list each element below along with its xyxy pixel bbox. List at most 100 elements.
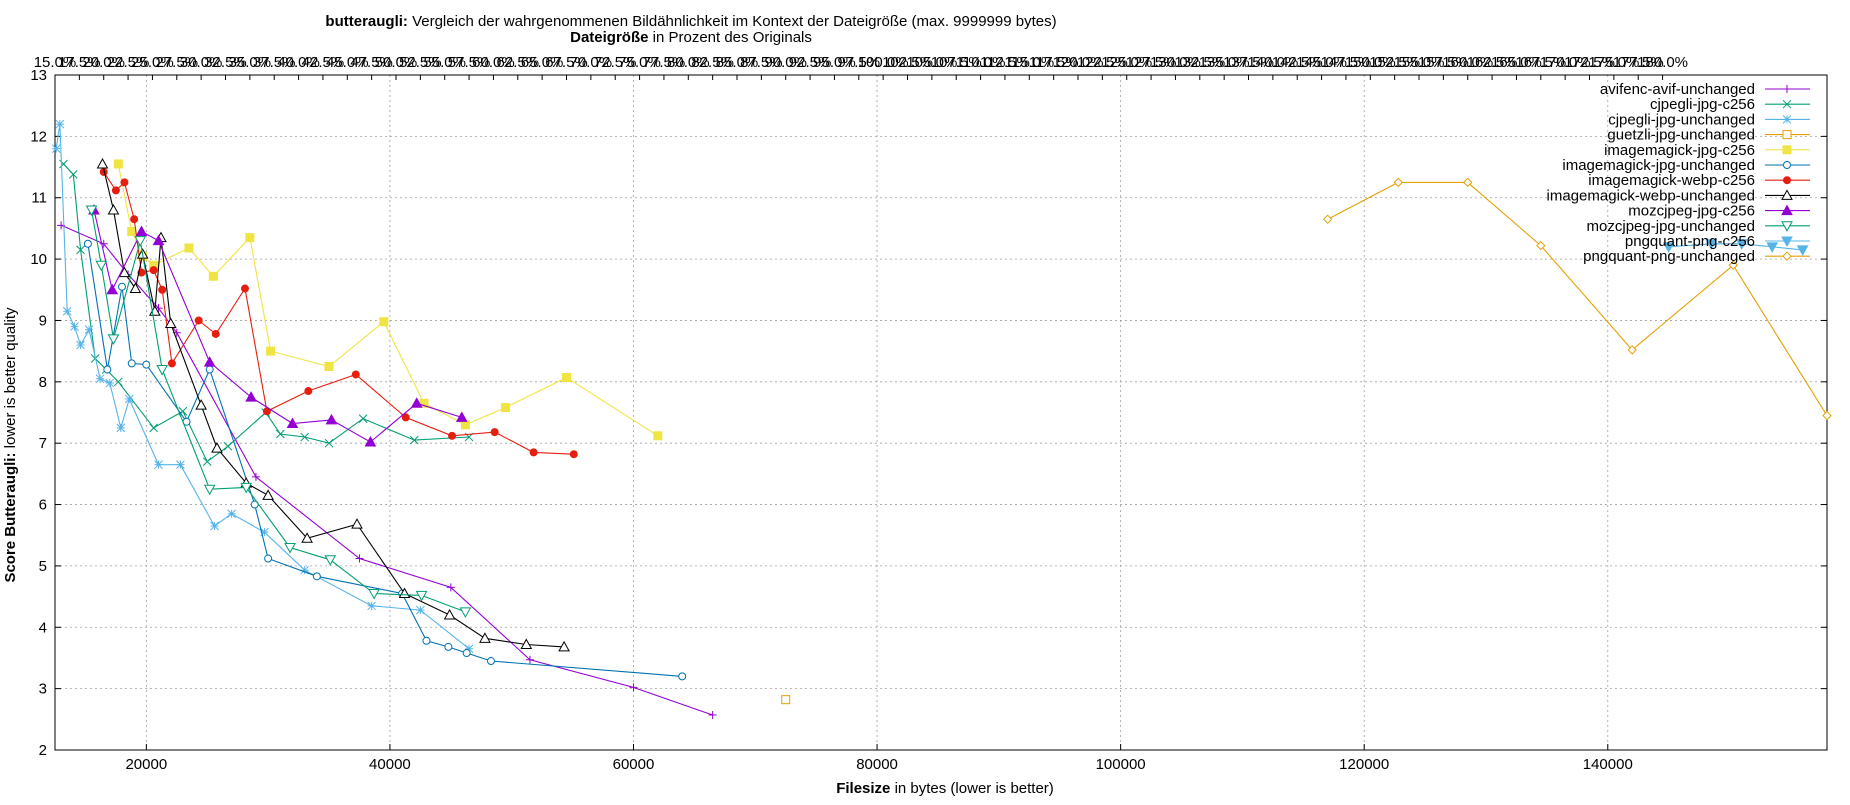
x2-tick-label: 112.5% xyxy=(980,54,1030,71)
y-tick-label: 3 xyxy=(39,681,47,698)
data-point xyxy=(448,431,457,440)
data-point xyxy=(107,334,120,345)
x-tick-label: 140000 xyxy=(1583,756,1633,773)
data-point xyxy=(325,413,338,425)
data-point xyxy=(195,399,207,410)
data-point xyxy=(96,157,109,169)
y-tick-label: 10 xyxy=(30,251,47,268)
data-point xyxy=(205,365,214,374)
data-point xyxy=(355,554,364,563)
data-point xyxy=(525,655,534,664)
data-point xyxy=(462,649,471,658)
data-point xyxy=(459,607,472,618)
data-point xyxy=(300,432,310,442)
x2-tick-label: 100.0% xyxy=(858,54,909,71)
data-point xyxy=(211,329,220,338)
x2-tick-label: 125.0% xyxy=(1101,54,1152,71)
legend-marker xyxy=(1781,221,1793,232)
data-point xyxy=(1536,240,1546,251)
legend-item: mozcjpeg-jpg-unchanged xyxy=(1587,218,1810,235)
data-point xyxy=(142,360,151,369)
data-point xyxy=(55,119,65,129)
x2-tick-label: 40.0% xyxy=(277,54,320,71)
data-point xyxy=(1822,410,1832,421)
legend: avifenc-avif-unchangedcjpegli-jpg-c256cj… xyxy=(1547,81,1810,265)
data-point xyxy=(203,356,216,367)
data-point xyxy=(284,543,296,554)
y-tick-label: 6 xyxy=(39,497,47,514)
data-point xyxy=(678,672,687,681)
x2-tick-label: 172.5% xyxy=(1564,54,1615,71)
data-point xyxy=(1393,177,1404,188)
data-point xyxy=(312,572,321,581)
data-point xyxy=(203,484,216,496)
x2-tick-label: 62.5% xyxy=(497,54,540,71)
legend-label: pngquant-png-unchanged xyxy=(1583,248,1755,265)
legend-item: cjpegli-jpg-c256 xyxy=(1650,96,1810,113)
x2-tick-label: 47.5% xyxy=(350,54,393,71)
x2-tick-label: 55.0% xyxy=(423,54,466,71)
data-point xyxy=(1766,242,1779,253)
series-line xyxy=(101,163,565,648)
x2-tick-label: 152.5% xyxy=(1369,54,1420,71)
data-point xyxy=(1705,239,1718,250)
x2-tick-label: 92.5% xyxy=(789,54,832,71)
data-point xyxy=(455,411,468,422)
x2-tick-label: 20.0% xyxy=(82,54,125,71)
x2-tick-label: 27.5% xyxy=(156,54,199,71)
data-point xyxy=(176,460,185,470)
data-point xyxy=(105,378,115,388)
data-point xyxy=(501,403,511,413)
legend-item: imagemagick-jpg-unchanged xyxy=(1562,157,1810,174)
legend-item: pngquant-png-unchanged xyxy=(1583,248,1810,265)
x2-tick-label: 30.0% xyxy=(180,54,223,71)
data-point xyxy=(154,460,163,470)
data-point xyxy=(95,374,105,384)
data-point xyxy=(324,555,337,566)
data-point xyxy=(127,226,137,236)
data-point xyxy=(84,325,94,335)
data-point xyxy=(134,236,147,247)
legend-item: avifenc-avif-unchanged xyxy=(1600,81,1810,98)
data-point xyxy=(70,322,79,331)
data-point xyxy=(629,683,638,692)
data-point xyxy=(324,438,334,448)
x2-tick-label: 52.5% xyxy=(399,54,442,71)
series-pngquant-png-unchanged xyxy=(1322,177,1832,421)
axis-ticks: 2 3 4 5 6 7 8 9 10 11 12 13 20000 40000 60000 80000 1000… xyxy=(30,54,1827,773)
x2-tick-label: 160.0% xyxy=(1442,54,1493,71)
legend-label: pngquant-png-c256 xyxy=(1625,233,1755,250)
legend-marker xyxy=(1782,251,1792,261)
data-point xyxy=(490,428,499,437)
plot-frame xyxy=(54,74,1828,751)
legend-marker xyxy=(1783,161,1791,169)
data-point xyxy=(1735,239,1748,250)
x-tick-label: 40000 xyxy=(369,756,411,773)
x2-tick-label: 15.0% xyxy=(34,54,77,71)
data-point xyxy=(558,640,570,652)
x2-tick-label: 167.5% xyxy=(1515,54,1566,71)
legend-label: cjpegli-jpg-c256 xyxy=(1650,96,1755,113)
legend-label: guetzli-jpg-unchanged xyxy=(1607,127,1755,144)
x-tick-label: 100000 xyxy=(1096,756,1146,773)
data-point xyxy=(304,387,313,396)
data-point xyxy=(1728,260,1738,270)
legend-label: imagemagick-jpg-c256 xyxy=(1604,142,1755,159)
data-point xyxy=(106,283,119,295)
series-imagemagick-webp-unchanged xyxy=(96,157,570,652)
data-point xyxy=(158,285,167,294)
legend-item: pngquant-png-c256 xyxy=(1625,233,1810,250)
data-point xyxy=(83,239,92,248)
data-point xyxy=(59,159,68,169)
data-point xyxy=(1463,177,1473,188)
data-point xyxy=(76,245,85,255)
data-point xyxy=(444,642,453,651)
data-point xyxy=(324,361,334,371)
legend-label: imagemagick-webp-unchanged xyxy=(1547,187,1755,204)
legend-marker xyxy=(1781,236,1793,248)
x2-tick-label: 70.0% xyxy=(570,54,613,71)
legend-label: cjpegli-jpg-unchanged xyxy=(1608,111,1755,128)
data-point xyxy=(409,435,419,445)
x2-tick-label: 32.5% xyxy=(204,54,247,71)
data-point xyxy=(1662,242,1675,253)
